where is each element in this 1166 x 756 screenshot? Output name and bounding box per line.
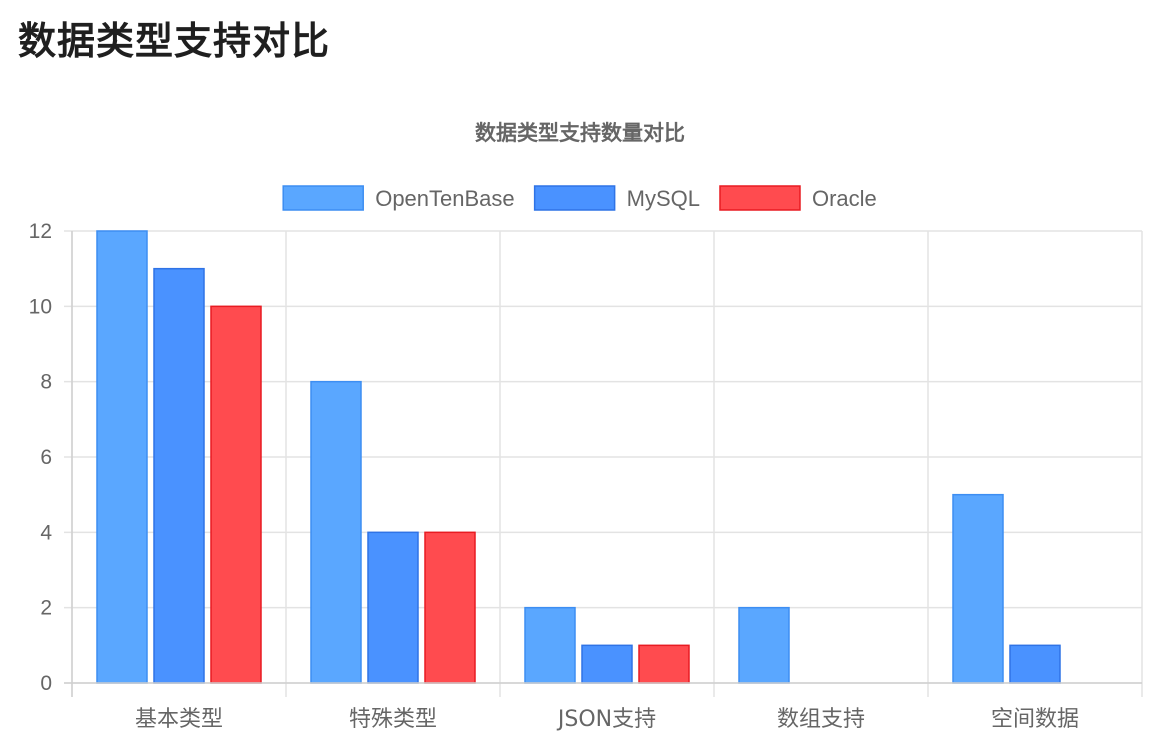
bar-oracle[interactable] — [424, 531, 476, 684]
x-category-label: 特殊类型 — [349, 707, 437, 732]
bar-opentenbase[interactable] — [310, 380, 362, 684]
bar-mysql[interactable] — [367, 531, 419, 684]
y-axis-ticks: 0 2 4 6 8 10 12 — [29, 220, 53, 695]
bar-oracle[interactable] — [638, 644, 690, 684]
bars — [96, 230, 1061, 684]
bar-opentenbase[interactable] — [952, 493, 1004, 684]
bar-mysql[interactable] — [581, 644, 633, 684]
axes — [64, 231, 1142, 697]
bar-mysql[interactable] — [153, 267, 205, 684]
x-category-label: JSON支持 — [556, 707, 656, 732]
y-tick-label: 4 — [40, 521, 52, 544]
legend-item-opentenbase[interactable]: OpenTenBase — [282, 185, 515, 211]
chart-title: 数据类型支持数量对比 — [475, 121, 685, 145]
legend-swatch — [282, 185, 364, 211]
legend-item-oracle[interactable]: Oracle — [719, 185, 877, 211]
legend-label: Oracle — [812, 186, 877, 211]
legend-label: MySQL — [627, 186, 700, 211]
legend: OpenTenBase MySQL Oracle — [282, 185, 877, 211]
x-category-label: 数组支持 — [777, 707, 865, 732]
page-title: 数据类型支持对比 — [18, 19, 331, 63]
x-category-label: 基本类型 — [135, 707, 223, 732]
y-tick-label: 0 — [40, 672, 52, 695]
legend-label: OpenTenBase — [375, 186, 514, 211]
bar-mysql[interactable] — [1009, 644, 1061, 684]
y-tick-label: 2 — [40, 597, 52, 620]
y-tick-label: 8 — [40, 371, 52, 394]
bar-opentenbase[interactable] — [96, 230, 148, 684]
legend-swatch — [533, 185, 616, 211]
legend-item-mysql[interactable]: MySQL — [533, 185, 700, 211]
bar-opentenbase[interactable] — [738, 606, 790, 684]
legend-swatch — [719, 185, 801, 211]
bar-oracle[interactable] — [210, 305, 262, 684]
bar-opentenbase[interactable] — [524, 606, 576, 684]
y-tick-label: 10 — [29, 295, 52, 318]
x-category-label: 空间数据 — [991, 707, 1079, 732]
y-tick-label: 12 — [29, 220, 52, 243]
x-axis-categories: 基本类型 特殊类型 JSON支持 数组支持 空间数据 — [135, 707, 1079, 732]
y-tick-label: 6 — [40, 446, 52, 469]
